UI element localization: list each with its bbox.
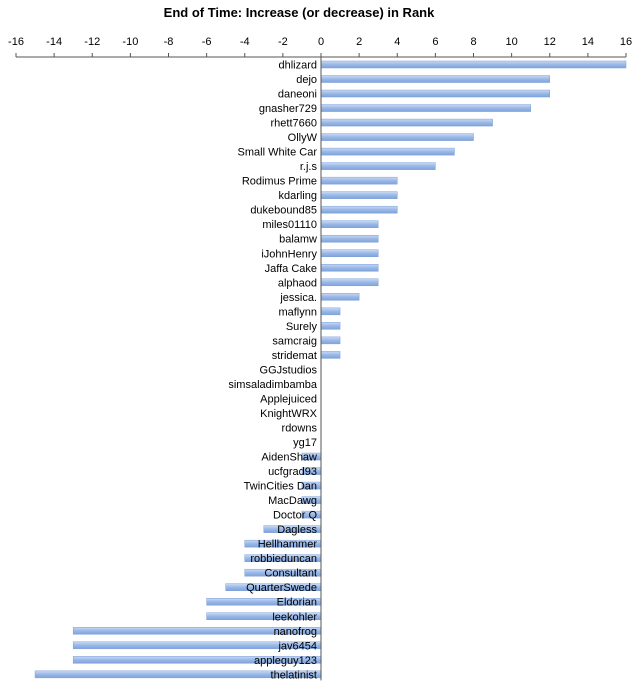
category-labels: dhlizard dejo daneoni gnasher729 rhett7660 Ol… <box>228 60 318 682</box>
bar <box>320 205 398 214</box>
category-label: iJohnHenry <box>261 248 317 260</box>
bar <box>320 147 455 156</box>
bar <box>320 89 550 98</box>
x-tick-label: -10 <box>122 36 138 48</box>
bar <box>320 75 550 83</box>
x-axis: -16 -14 -12 -10 -8 -6 -4 -2 0 2 4 6 8 10 12 14 16 <box>8 36 632 58</box>
category-label: Hellhammer <box>258 539 318 551</box>
bar <box>320 220 379 228</box>
category-label: Eldorian <box>277 597 317 609</box>
x-tick-label: -8 <box>164 36 174 48</box>
chart-title: End of Time: Increase (or decrease) in R… <box>164 5 435 20</box>
bar <box>320 176 398 185</box>
category-label: maflynn <box>278 306 317 318</box>
category-label: Surely <box>286 321 318 333</box>
x-tick-label: 2 <box>356 36 362 48</box>
bar <box>320 307 341 316</box>
category-label: leekohler <box>272 611 317 623</box>
x-tick-label: 0 <box>318 36 324 48</box>
bar <box>320 162 436 170</box>
x-tick-label: 4 <box>394 36 400 48</box>
x-tick-label: 8 <box>470 36 476 48</box>
category-label: rdowns <box>282 423 318 435</box>
category-label: samcraig <box>272 335 317 347</box>
x-tick-label: 12 <box>544 36 556 48</box>
category-label: yg17 <box>293 437 317 449</box>
category-label: simsaladimbamba <box>228 379 318 391</box>
category-label: appleguy123 <box>254 655 317 667</box>
category-label: Dagless <box>277 524 317 536</box>
bar <box>320 336 341 345</box>
bar <box>320 249 379 258</box>
category-label: KnightWRX <box>260 408 318 420</box>
x-tick-label: -4 <box>240 36 250 48</box>
category-label: AidenShaw <box>261 452 317 464</box>
bar <box>320 278 379 287</box>
category-label: Rodimus Prime <box>242 176 317 188</box>
x-tick-label: -14 <box>46 36 62 48</box>
x-tick-label: -2 <box>278 36 288 48</box>
bar <box>320 264 379 272</box>
category-label: thelatinist <box>271 669 317 681</box>
x-tick-label: 14 <box>582 36 594 48</box>
x-tick-label: -12 <box>84 36 100 48</box>
bars-group <box>34 60 627 679</box>
category-label: GGJstudios <box>260 364 318 376</box>
bar <box>320 191 398 199</box>
category-label: dukebound85 <box>250 205 317 217</box>
category-label: robbieduncan <box>250 553 317 565</box>
category-label: QuarterSwede <box>246 582 317 594</box>
x-tick-label: 10 <box>506 36 518 48</box>
category-label: balamw <box>279 234 317 246</box>
category-label: ucfgrad93 <box>268 466 317 478</box>
category-label: Consultant <box>264 568 317 580</box>
bar <box>320 133 474 141</box>
bar <box>320 322 341 330</box>
category-label: stridemat <box>272 350 317 362</box>
category-label: OllyW <box>288 132 318 144</box>
category-label: rhett7660 <box>271 118 317 130</box>
category-label: miles01110 <box>262 219 317 231</box>
category-label: Jaffa Cake <box>265 263 317 275</box>
x-tick-label: -16 <box>8 36 24 48</box>
bar <box>320 118 493 127</box>
category-label: daneoni <box>278 89 317 101</box>
category-label: dhlizard <box>278 60 317 72</box>
category-label: jessica. <box>279 292 317 304</box>
category-label: Doctor Q <box>273 510 317 522</box>
category-label: nanofrog <box>274 626 317 638</box>
category-label: alphaod <box>278 277 317 289</box>
bar <box>320 60 627 69</box>
bar <box>320 104 531 112</box>
category-label: TwinCities Dan <box>244 481 317 493</box>
x-tick-label: 16 <box>620 36 632 48</box>
category-label: Small White Car <box>238 147 318 159</box>
x-tick-label: 6 <box>432 36 438 48</box>
category-label: r.j.s <box>300 161 318 173</box>
bar <box>320 351 341 359</box>
bar <box>320 293 360 301</box>
bar <box>320 234 379 243</box>
category-label: jav6454 <box>277 640 317 652</box>
category-label: MacDawg <box>268 495 317 507</box>
category-label: dejo <box>296 74 317 86</box>
x-tick-label: -6 <box>202 36 212 48</box>
category-label: kdarling <box>278 190 317 202</box>
category-label: gnasher729 <box>259 103 317 115</box>
category-label: Applejuiced <box>260 393 317 405</box>
